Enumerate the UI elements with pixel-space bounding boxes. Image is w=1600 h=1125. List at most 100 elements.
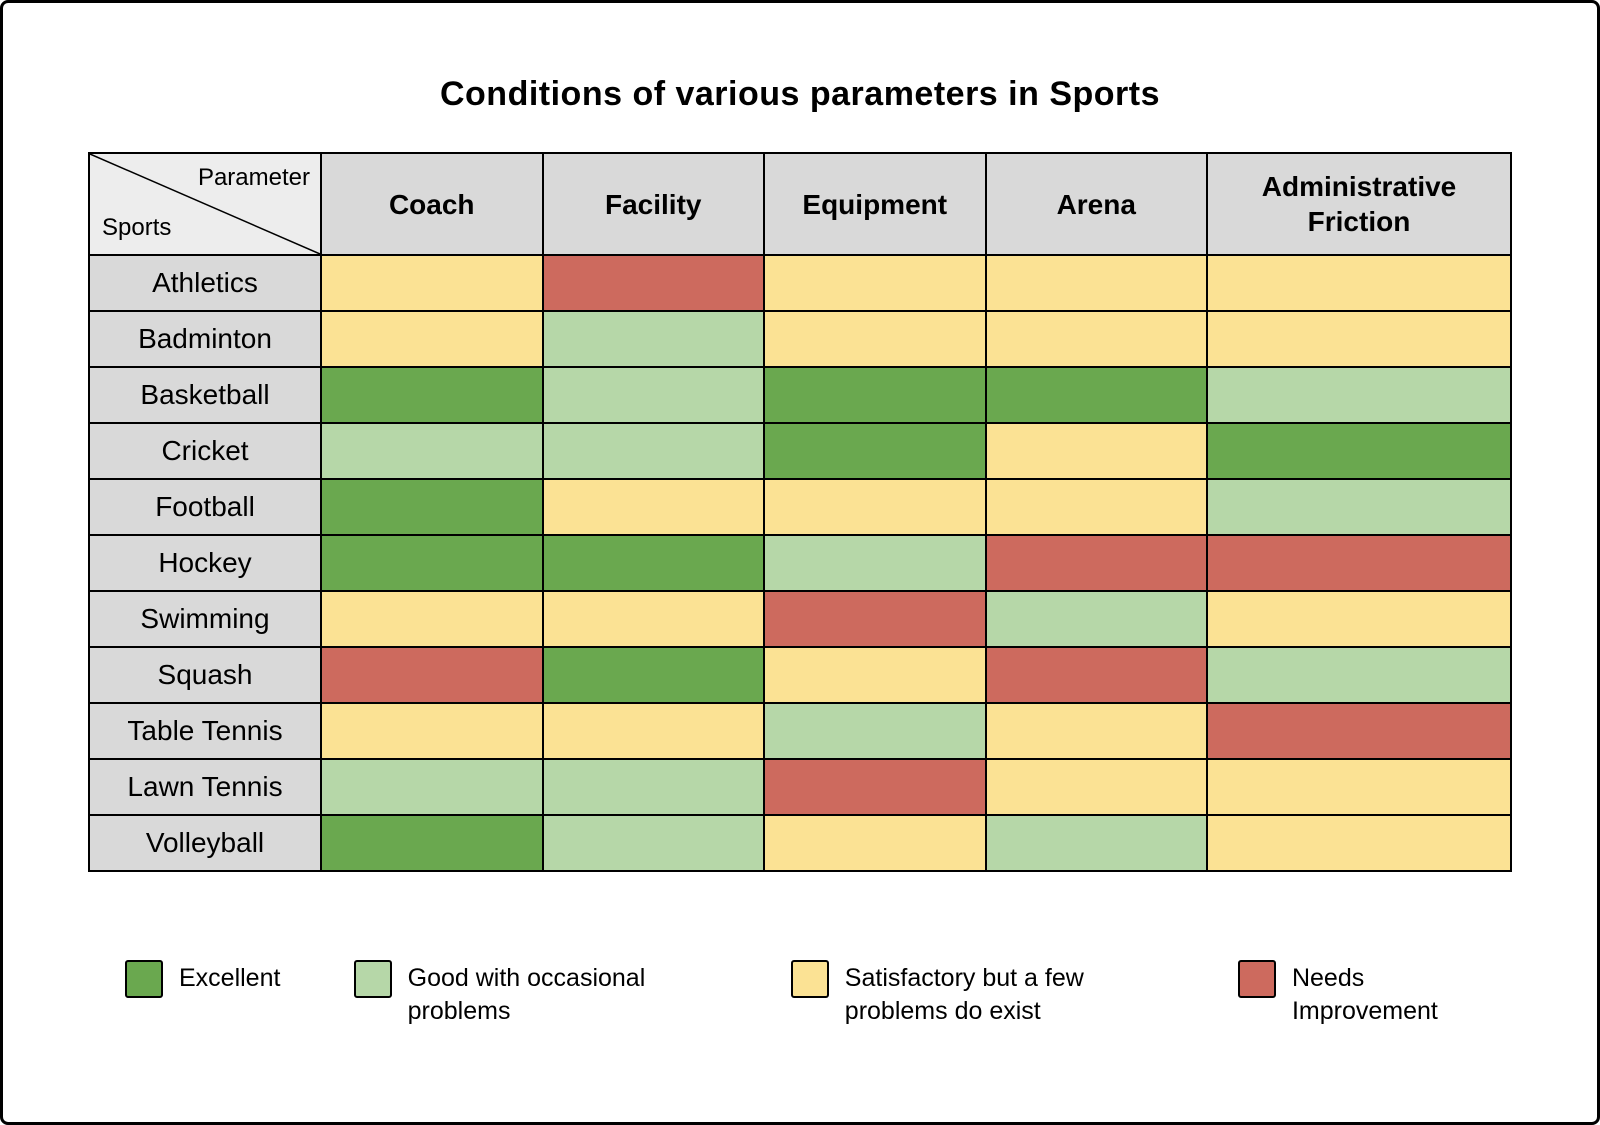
rating-cell-football-equipment [763,478,987,536]
rating-cell-badminton-facility [541,310,765,368]
rating-cell-table-tennis-arena [984,702,1208,760]
legend-label-satisfactory: Satisfactory but a few problems do exist [844,964,1084,1025]
rating-cell-volleyball-arena [984,814,1208,872]
table-row-hockey: Hockey [88,534,1512,592]
row-header-table-tennis: Table Tennis [88,702,322,760]
rating-cell-basketball-administrative-friction [1206,366,1512,424]
corner-label-parameter: Parameter [197,164,310,191]
rating-cell-lawn-tennis-administrative-friction [1206,758,1512,816]
rating-cell-football-arena [984,478,1208,536]
rating-cell-basketball-arena [984,366,1208,424]
rating-cell-football-administrative-friction [1206,478,1512,536]
row-header-football: Football [88,478,322,536]
legend-item-good: Good with occasional problems [353,960,718,1028]
legend: Excellent Good with occasional problems Sa… [88,960,1512,1028]
rating-cell-lawn-tennis-equipment [763,758,987,816]
rating-cell-hockey-coach [320,534,544,592]
legend-label-needs_improvement: Needs Improvement [1291,964,1438,1025]
legend-swatch-satisfactory [790,960,829,998]
rating-cell-lawn-tennis-facility [541,758,765,816]
rating-cell-badminton-coach [320,310,544,368]
rating-cell-football-facility [541,478,765,536]
rating-cell-basketball-coach [320,366,544,424]
rating-cell-athletics-arena [984,254,1208,312]
rating-cell-cricket-arena [984,422,1208,480]
table-row-squash: Squash [88,646,1512,704]
rating-cell-squash-facility [541,646,765,704]
column-header-coach: Coach [320,152,544,256]
row-header-badminton: Badminton [88,310,322,368]
legend-item-satisfactory: Satisfactory but a few problems do exist [790,960,1165,1028]
legend-label-excellent: Excellent [179,964,281,992]
rating-cell-squash-coach [320,646,544,704]
table-row-cricket: Cricket [88,422,1512,480]
corner-label-sports: Sports [102,214,172,241]
rating-cell-hockey-equipment [763,534,987,592]
column-header-administrative-friction: Administrative Friction [1206,152,1512,256]
rating-cell-football-coach [320,478,544,536]
row-header-basketball: Basketball [88,366,322,424]
rating-cell-cricket-administrative-friction [1206,422,1512,480]
rating-cell-hockey-administrative-friction [1206,534,1512,592]
rating-cell-volleyball-facility [541,814,765,872]
row-header-athletics: Athletics [88,254,322,312]
table-row-athletics: Athletics [88,254,1512,312]
rating-cell-badminton-administrative-friction [1206,310,1512,368]
rating-cell-volleyball-coach [320,814,544,872]
page-title: Conditions of various parameters in Spor… [439,75,1160,113]
rating-cell-basketball-facility [541,366,765,424]
table-row-badminton: Badminton [88,310,1512,368]
rating-cell-athletics-administrative-friction [1206,254,1512,312]
rating-cell-squash-equipment [763,646,987,704]
rating-cell-table-tennis-administrative-friction [1206,702,1512,760]
sports-parameters-table: Parameter Sports Coach Facility Equipment A… [88,152,1512,872]
rating-cell-athletics-facility [541,254,765,312]
row-header-hockey: Hockey [88,534,322,592]
legend-label-good: Good with occasional problems [407,964,646,1025]
rating-cell-badminton-arena [984,310,1208,368]
rating-cell-athletics-equipment [763,254,987,312]
row-header-swimming: Swimming [88,590,322,648]
table-row-lawn-tennis: Lawn Tennis [88,758,1512,816]
rating-cell-squash-administrative-friction [1206,646,1512,704]
rating-cell-swimming-administrative-friction [1206,590,1512,648]
table-row-football: Football [88,478,1512,536]
legend-swatch-excellent [125,960,163,998]
rating-cell-table-tennis-facility [541,702,765,760]
table-body: Athletics Badminton Basketball Cricket Footb… [88,254,1512,872]
rating-cell-hockey-facility [541,534,765,592]
rating-cell-hockey-arena [984,534,1208,592]
rating-cell-swimming-arena [984,590,1208,648]
table-row-swimming: Swimming [88,590,1512,648]
rating-cell-badminton-equipment [763,310,987,368]
rating-cell-swimming-equipment [763,590,987,648]
rating-cell-squash-arena [984,646,1208,704]
row-header-volleyball: Volleyball [88,814,322,872]
header-row: Parameter Sports Coach Facility Equipment A… [88,152,1512,256]
legend-item-needs_improvement: Needs Improvement [1237,960,1492,1028]
rating-cell-lawn-tennis-coach [320,758,544,816]
corner-diagonal-line [90,154,320,254]
row-header-cricket: Cricket [88,422,322,480]
rating-cell-cricket-coach [320,422,544,480]
column-header-facility: Facility [541,152,765,256]
rating-cell-cricket-equipment [763,422,987,480]
table-row-basketball: Basketball [88,366,1512,424]
rating-cell-table-tennis-equipment [763,702,987,760]
row-header-lawn-tennis: Lawn Tennis [88,758,322,816]
column-header-arena: Arena [984,152,1208,256]
corner-cell: Parameter Sports [88,152,322,256]
table-row-table-tennis: Table Tennis [88,702,1512,760]
legend-swatch-good [353,960,392,998]
rating-cell-swimming-coach [320,590,544,648]
rating-cell-cricket-facility [541,422,765,480]
column-header-equipment: Equipment [763,152,987,256]
row-header-squash: Squash [88,646,322,704]
rating-cell-volleyball-equipment [763,814,987,872]
rating-cell-basketball-equipment [763,366,987,424]
table-row-volleyball: Volleyball [88,814,1512,872]
rating-cell-swimming-facility [541,590,765,648]
rating-cell-volleyball-administrative-friction [1206,814,1512,872]
legend-swatch-needs_improvement [1237,960,1276,998]
rating-cell-athletics-coach [320,254,544,312]
